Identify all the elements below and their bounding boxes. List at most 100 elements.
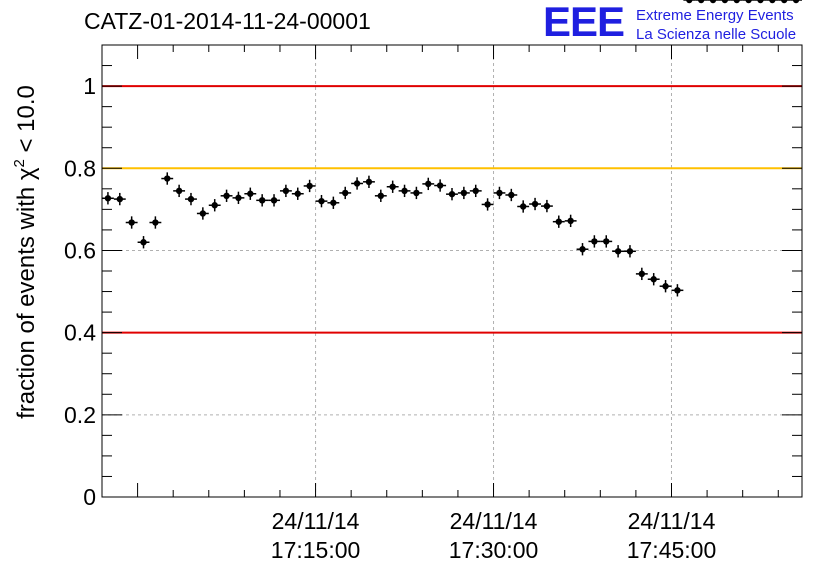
point-marker — [211, 202, 218, 209]
eee-logo-mark: EEE — [543, 0, 625, 45]
data-point — [102, 192, 114, 205]
point-marker — [140, 239, 147, 246]
data-point — [185, 192, 197, 206]
point-marker — [175, 187, 183, 195]
point-marker — [638, 270, 646, 278]
data-point — [113, 192, 126, 206]
data-point — [481, 198, 494, 211]
point-marker — [306, 182, 313, 190]
y-axis-label: fraction of events with χ2 < 10.0 — [11, 85, 40, 419]
y-tick-label: 0.2 — [64, 402, 96, 428]
data-point — [754, 0, 767, 4]
point-marker — [733, 0, 740, 4]
point-marker — [555, 218, 562, 225]
point-marker — [235, 194, 242, 202]
point-marker — [294, 190, 301, 197]
y-tick-label: 0.4 — [64, 320, 96, 346]
point-marker — [425, 180, 432, 188]
point-marker — [247, 190, 254, 197]
data-point — [446, 187, 458, 201]
data-point — [742, 0, 755, 4]
data-point — [256, 194, 269, 207]
data-point — [540, 199, 553, 213]
data-point — [196, 207, 209, 220]
data-point — [208, 199, 221, 212]
data-point — [624, 245, 636, 258]
run-title: CATZ-01-2014-11-24-00001 — [84, 8, 371, 34]
data-point — [505, 188, 518, 202]
data-point — [291, 187, 304, 200]
point-marker — [614, 248, 622, 255]
point-marker — [579, 246, 586, 253]
x-tick-label-date: 24/11/14 — [272, 508, 360, 534]
data-point — [303, 179, 316, 193]
point-marker — [674, 287, 681, 294]
point-marker — [650, 276, 657, 283]
data-point — [493, 186, 506, 200]
point-marker — [318, 197, 325, 205]
grid-lines — [102, 45, 802, 497]
data-point — [659, 280, 672, 293]
x-axis: 24/11/14 17:15:00 24/11/14 17:30:00 24/11/14… — [101, 45, 779, 563]
data-point — [730, 0, 743, 4]
point-marker — [330, 199, 337, 206]
data-points — [102, 0, 802, 297]
point-marker — [781, 0, 788, 4]
data-point — [279, 184, 292, 198]
data-point — [469, 184, 482, 198]
data-point — [564, 214, 577, 228]
data-point — [457, 186, 470, 200]
reference-lines — [102, 85, 802, 334]
point-marker — [792, 0, 800, 4]
data-point — [173, 184, 186, 198]
y-tick-label: 1 — [83, 73, 96, 99]
x-tick-label-time: 17:15:00 — [271, 537, 361, 563]
data-point — [576, 243, 589, 256]
point-marker — [448, 190, 456, 198]
data-point — [315, 194, 328, 208]
data-point — [671, 284, 684, 297]
data-point — [244, 187, 257, 200]
y-tick-label: 0.6 — [64, 237, 96, 263]
point-marker — [270, 197, 278, 204]
data-point — [529, 197, 541, 211]
data-point — [612, 245, 625, 258]
x-tick-label-date: 24/11/14 — [628, 508, 716, 534]
logo-tagline-2: La Scienza nelle Scuole — [636, 26, 797, 43]
data-point — [635, 267, 648, 281]
data-point — [327, 196, 340, 209]
data-point — [422, 177, 435, 191]
y-axis: 0 0.2 0.4 0.6 0.8 1 — [64, 44, 802, 510]
x-tick-label-time: 17:45:00 — [627, 537, 717, 563]
y-axis-label-suffix: < 10.0 — [13, 85, 40, 159]
point-marker — [353, 180, 361, 187]
point-marker — [591, 238, 598, 245]
point-marker — [104, 195, 112, 202]
data-point — [434, 179, 447, 192]
data-point — [137, 236, 150, 249]
point-marker — [199, 210, 207, 217]
point-marker — [282, 187, 290, 195]
data-point — [220, 189, 233, 202]
point-marker — [543, 202, 551, 210]
point-marker — [531, 200, 539, 208]
point-marker — [686, 0, 693, 4]
data-point — [161, 172, 174, 185]
data-point — [125, 216, 138, 229]
point-marker — [413, 189, 420, 197]
point-marker — [603, 238, 610, 245]
data-point — [410, 186, 423, 200]
data-point — [517, 200, 530, 213]
point-marker — [389, 183, 396, 190]
point-marker — [508, 191, 515, 199]
y-tick-label: 0.8 — [64, 155, 96, 181]
data-point — [374, 189, 387, 202]
data-point — [790, 0, 802, 4]
point-marker — [721, 0, 729, 4]
data-point — [149, 216, 162, 229]
point-marker — [745, 0, 752, 4]
point-marker — [662, 283, 669, 290]
data-point — [588, 235, 601, 248]
data-point — [268, 194, 280, 207]
